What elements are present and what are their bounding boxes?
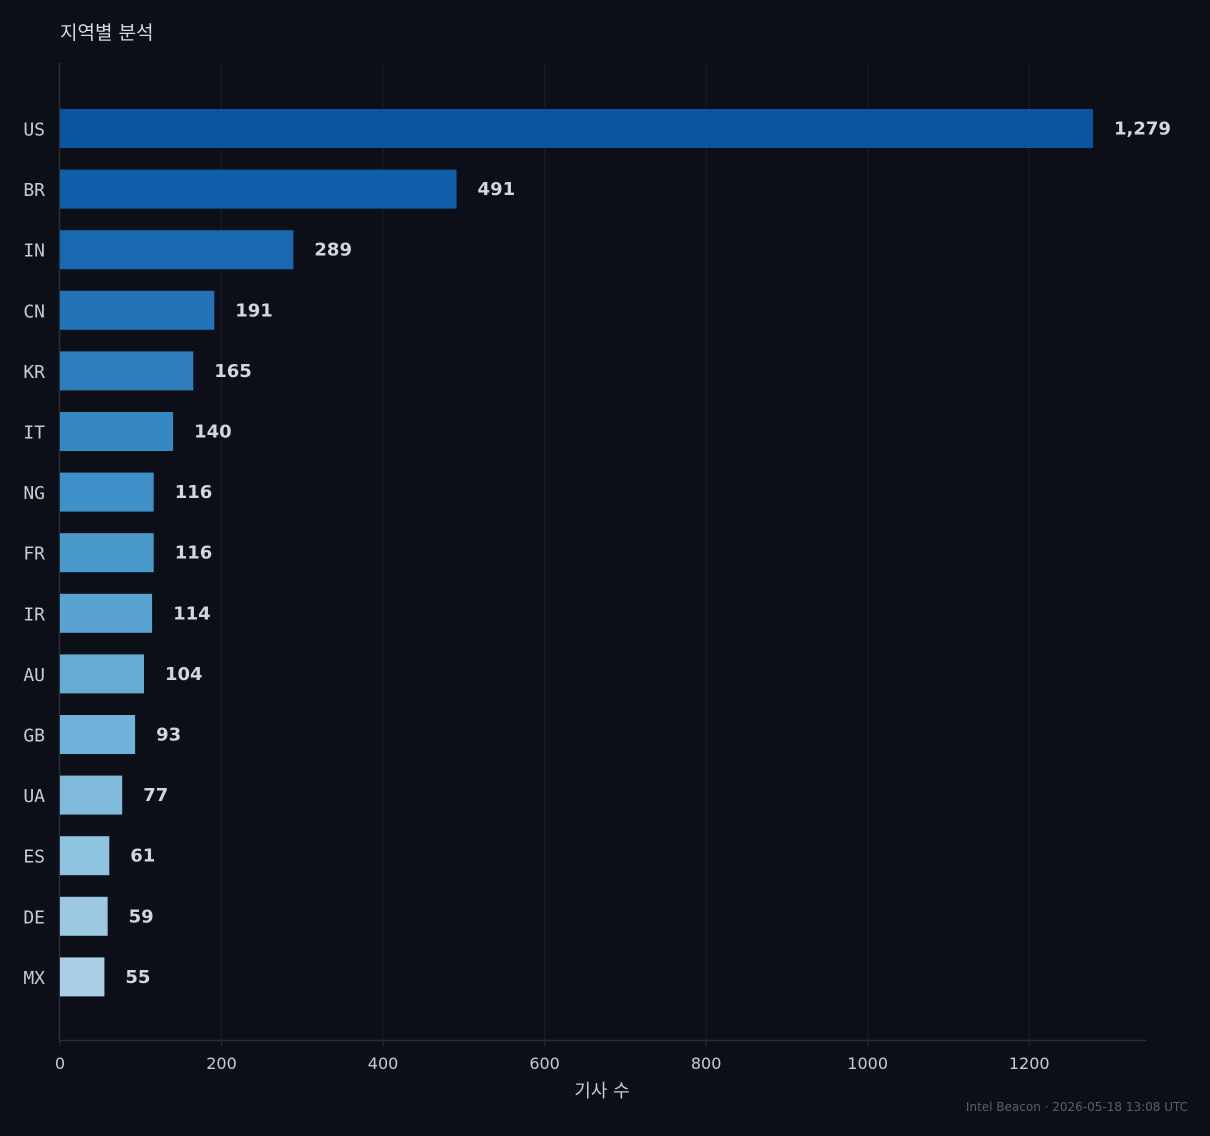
bar-es <box>60 836 110 876</box>
value-label: 191 <box>235 300 273 321</box>
category-label: UA <box>23 786 45 807</box>
bar-ng <box>60 472 154 512</box>
value-label: 491 <box>478 179 516 200</box>
value-label: 114 <box>173 603 211 624</box>
category-label: FR <box>23 544 45 565</box>
category-label: IT <box>23 423 45 444</box>
x-tick-label: 0 <box>55 1054 65 1073</box>
category-label: NG <box>23 483 45 504</box>
value-label: 1,279 <box>1114 119 1171 140</box>
category-label: BR <box>23 180 45 201</box>
category-label: DE <box>23 907 45 928</box>
bar-gb <box>60 715 136 754</box>
x-tick-label: 200 <box>206 1054 237 1073</box>
category-label: GB <box>23 726 45 747</box>
value-label: 289 <box>314 240 352 261</box>
x-tick-label: 1200 <box>1009 1054 1050 1073</box>
bar-kr <box>60 351 194 391</box>
footer-text: Intel Beacon · 2026-05-18 13:08 UTC <box>966 1100 1188 1114</box>
x-tick-label: 400 <box>368 1054 399 1073</box>
category-label: IR <box>23 604 45 625</box>
chart-title: 지역별 분석 <box>60 22 153 44</box>
value-label: 59 <box>129 906 154 927</box>
bar-de <box>60 896 108 936</box>
bars: US 1,279 BR 491 IN 289 CN 191 KR 165 IT 140 NG 116 FR 1… <box>23 109 1171 997</box>
bar-ua <box>60 775 123 815</box>
category-label: MX <box>23 968 45 989</box>
bar-us <box>60 109 1093 148</box>
x-tick-label: 1000 <box>847 1054 888 1073</box>
category-label: IN <box>23 241 45 262</box>
value-label: 55 <box>125 967 150 988</box>
value-label: 61 <box>130 846 155 867</box>
bar-fr <box>60 533 154 573</box>
category-label: AU <box>23 665 45 686</box>
value-label: 104 <box>165 664 203 685</box>
value-label: 77 <box>143 785 168 806</box>
bar-au <box>60 654 144 694</box>
value-label: 116 <box>175 482 213 503</box>
category-label: CN <box>23 301 45 322</box>
x-tick-label: 600 <box>529 1054 560 1073</box>
value-label: 165 <box>214 361 252 382</box>
bar-in <box>60 230 294 270</box>
category-label: KR <box>23 362 45 383</box>
bar-ir <box>60 593 153 633</box>
category-label: ES <box>23 847 45 868</box>
x-tick-label: 800 <box>691 1054 722 1073</box>
bar-br <box>60 169 457 209</box>
grid-lines <box>221 63 1030 1040</box>
bar-it <box>60 412 174 451</box>
x-ticks: 0 200 400 600 800 1000 1200 <box>55 1040 1050 1073</box>
value-label: 140 <box>194 422 232 443</box>
bar-mx <box>60 957 105 997</box>
x-axis-label: 기사 수 <box>574 1081 629 1102</box>
bar-cn <box>60 290 215 330</box>
value-label: 93 <box>156 725 181 746</box>
category-label: US <box>23 120 45 141</box>
value-label: 116 <box>175 543 213 564</box>
